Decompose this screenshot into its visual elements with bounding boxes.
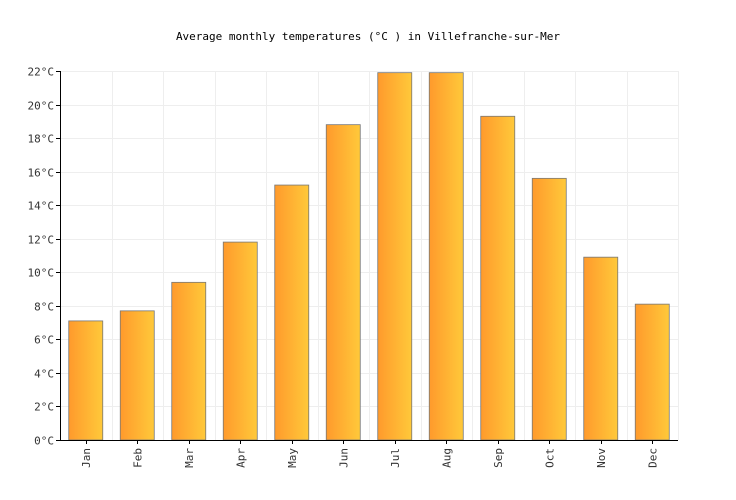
- chart-title: Average monthly temperatures (°C ) in Vi…: [176, 30, 560, 43]
- x-axis-labels: Jan Feb Mar Apr May Jun Jul Aug Sep Oct Nov Dec: [80, 448, 660, 468]
- x-tick-label: Sep: [492, 448, 505, 468]
- y-axis-labels: 0°C 2°C 4°C 6°C 8°C 10°C 12°C 14°C 16°C 18°C 20°C 2…: [28, 66, 55, 448]
- bar-oct: [531, 177, 567, 441]
- x-tick-label: Jan: [80, 448, 93, 468]
- y-tick-label: 2°C: [34, 401, 54, 414]
- y-tick-label: 22°C: [28, 66, 55, 79]
- bar-feb: [119, 310, 155, 441]
- bar-mar: [171, 281, 207, 441]
- x-tick-label: Jun: [337, 448, 350, 468]
- x-tick-label: Oct: [543, 448, 556, 468]
- y-tick-label: 8°C: [34, 301, 54, 314]
- bar-sep: [480, 115, 516, 441]
- bar-aug: [428, 72, 464, 441]
- y-tick-label: 20°C: [28, 100, 55, 113]
- x-tick-label: May: [286, 448, 299, 468]
- bar-nov: [583, 256, 619, 441]
- y-tick-label: 6°C: [34, 334, 54, 347]
- x-tick-label: Dec: [646, 448, 659, 468]
- x-tick-label: Feb: [131, 448, 144, 468]
- y-tick-label: 0°C: [34, 435, 54, 448]
- y-tick-label: 18°C: [28, 133, 55, 146]
- bar-apr: [222, 241, 258, 441]
- bar-jul: [377, 72, 413, 441]
- y-tick-label: 12°C: [28, 234, 55, 247]
- x-tick-label: Apr: [234, 448, 247, 468]
- x-tick-label: Aug: [440, 448, 453, 468]
- y-tick-label: 4°C: [34, 368, 54, 381]
- bar-dec: [634, 303, 670, 441]
- y-tick-label: 10°C: [28, 267, 55, 280]
- axes: [56, 71, 678, 444]
- bars: [68, 72, 670, 441]
- bar-may: [274, 184, 310, 441]
- y-tick-label: 16°C: [28, 167, 55, 180]
- x-tick-label: Jul: [389, 448, 402, 468]
- bar-jan: [68, 320, 104, 441]
- x-tick-label: Nov: [595, 448, 608, 468]
- y-tick-label: 14°C: [28, 200, 55, 213]
- x-tick-label: Mar: [183, 448, 196, 468]
- bar-jun: [325, 124, 361, 441]
